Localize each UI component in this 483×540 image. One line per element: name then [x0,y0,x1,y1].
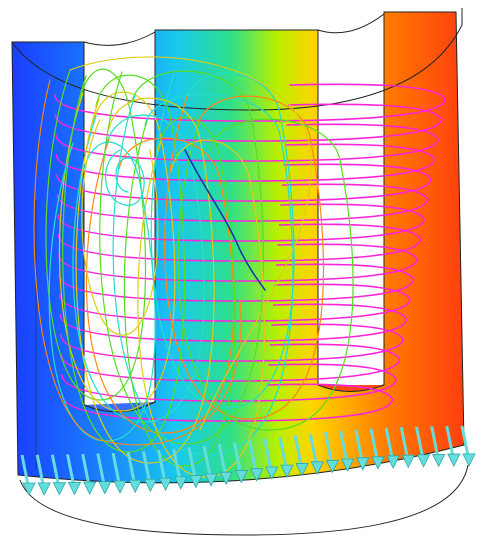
helical-streamline [58,263,415,302]
diagonal-streamline [184,149,266,291]
velocity-arrow [81,453,97,495]
velocity-arrow [384,427,400,469]
velocity-arrows [20,425,476,496]
velocity-arrow [308,433,324,475]
vortex-streamline [123,116,236,467]
velocity-arrow [50,454,66,496]
velocity-arrow [369,428,385,470]
helical-streamline [59,303,408,342]
helical-streamline [58,243,418,282]
vortex-streamline [137,139,266,478]
velocity-arrow [66,454,82,496]
channel-vortex [105,149,145,206]
helical-streamline [60,323,404,362]
streamlines [33,56,446,478]
velocity-arrow [157,449,173,492]
velocity-arrow [460,425,476,467]
velocity-arrow [415,426,431,468]
vortex-streamline [112,93,294,456]
vortex-streamline [164,95,325,420]
velocity-arrow [293,435,309,477]
vortex-streamline [177,118,354,431]
vortex-streamline [75,97,215,464]
vortex-streamline [72,114,205,423]
velocity-arrow [35,454,51,496]
velocity-arrow [202,445,218,487]
velocity-arrow [430,426,446,468]
helical-streamline [61,363,397,402]
velocity-arrow [187,447,203,489]
vortex-streamline [99,70,264,445]
vortex-streamline [48,141,156,442]
helical-streamline [55,143,436,182]
vortex-streamline [85,137,235,434]
velocity-arrow [323,432,340,474]
velocity-arrow [232,442,249,484]
velocity-arrow [339,430,355,472]
velocity-arrow [399,426,415,469]
vortex-streamline [62,74,186,453]
helical-streamline [54,83,446,122]
bottom-rim [19,464,469,536]
helical-streamline [56,163,432,202]
helical-streamline [61,383,394,422]
outer-streamline [69,56,312,431]
channel-streamline [81,119,159,336]
helical-streamline [54,103,443,142]
right-channel [317,12,385,389]
outer-streamline [33,79,242,446]
helical-streamline [59,283,411,322]
velocity-arrow [278,436,294,479]
velocity-arrow [217,443,233,486]
velocity-arrow [141,450,158,493]
velocity-arrow [126,451,142,494]
vortex-streamline [150,72,295,409]
helical-streamline [55,123,439,162]
velocity-arrow [248,440,264,482]
velocity-arrow [445,425,461,467]
velocity-arrow [263,438,279,480]
velocity-arrow [172,448,188,490]
velocity-arrow [20,454,36,496]
velocity-arrow [111,452,127,494]
velocity-arrow [354,429,370,471]
domain-body [11,11,465,484]
velocity-arrow [96,453,112,495]
